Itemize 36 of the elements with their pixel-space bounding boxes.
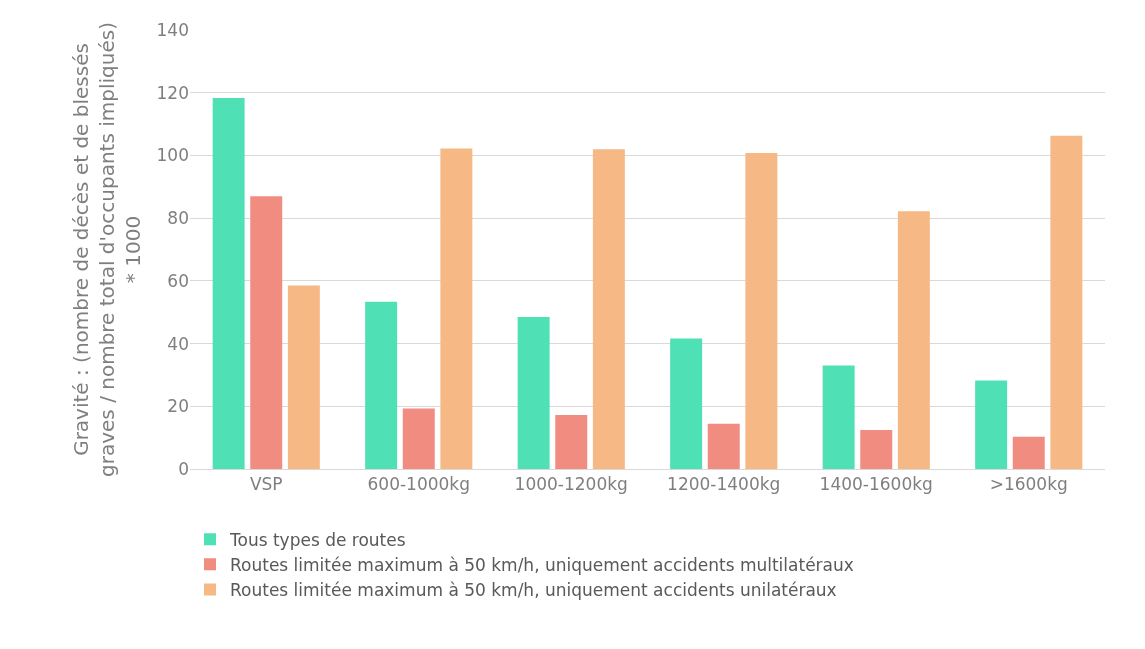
bar [707,423,740,469]
bar [860,430,893,469]
legend-label: Routes limitée maximum à 50 km/h, uniquement accidents multilatéraux [230,554,854,575]
bar [250,196,283,469]
x-tick-label: >1600kg [989,474,1068,495]
y-tick-label: 80 [167,208,189,229]
x-tick-label: VSP [249,474,283,495]
bar [670,338,703,469]
bar [517,316,550,469]
y-tick-label: 140 [156,19,189,40]
bar [365,301,398,469]
y-tick-label: 0 [178,458,189,479]
y-axis-title: Gravité : (nombre de décès et de blessés graves / nombre total d'occupants impliqués) * 1000 [69,22,146,477]
bar [1050,135,1083,469]
x-tick-label: 1000-1200kg [514,474,628,495]
bar [975,380,1008,469]
bar [822,365,855,469]
y-tick-label: 120 [156,82,189,103]
y-tick-label: 100 [156,145,189,166]
x-tick-label: 600-1000kg [367,474,470,495]
bar [592,149,625,469]
bar [212,98,245,469]
bar [897,211,930,469]
bar [1012,436,1045,469]
bar [402,408,435,469]
y-tick-label: 40 [167,333,189,354]
x-tick-label: 1200-1400kg [667,474,781,495]
y-tick-label: 60 [167,270,189,291]
bar [440,148,473,469]
legend-label: Tous types de routes [229,529,406,550]
bar [287,285,320,469]
y-tick-label: 20 [167,396,189,417]
x-tick-label: 1400-1600kg [819,474,933,495]
legend-label: Routes limitée maximum à 50 km/h, uniquement accidents unilatéraux [230,580,837,601]
bar [745,152,778,469]
bar [555,415,588,469]
